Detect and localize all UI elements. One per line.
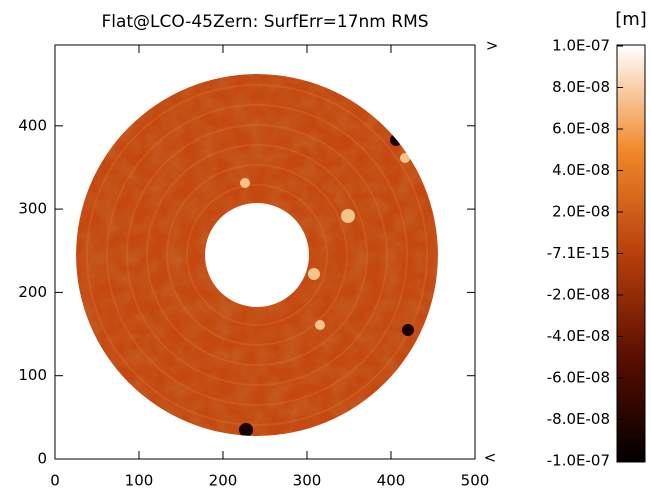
y-tick-label: 0	[37, 450, 47, 468]
y-tick-label: 400	[18, 116, 47, 134]
colorbar-tick-label: -6.0E-08	[547, 369, 610, 387]
surface-map	[76, 74, 438, 437]
colorbar-tick-label: 4.0E-08	[552, 161, 610, 179]
colorbar-tick-label: -1.0E-07	[547, 452, 610, 470]
over-mark: >	[486, 37, 499, 55]
colorbar-tick-label: -8.0E-08	[547, 410, 610, 428]
colorbar-tick-label: 2.0E-08	[552, 203, 610, 221]
x-tick-label: 0	[50, 472, 60, 490]
colorbar-tick-label: 6.0E-08	[552, 120, 610, 138]
y-tick-label: 200	[18, 283, 47, 301]
colorbar-tick-label: -2.0E-08	[547, 286, 610, 304]
x-tick-label: 500	[461, 472, 490, 490]
y-tick-label: 300	[18, 200, 47, 218]
x-tick-label: 200	[209, 472, 238, 490]
colorbar-tick-label: -7.1E-15	[547, 244, 610, 262]
x-tick-label: 100	[125, 472, 154, 490]
y-tick-label: 100	[18, 366, 47, 384]
colorbar-label: [m]	[615, 9, 647, 30]
colorbar-tick-label: 1.0E-07	[552, 37, 610, 55]
x-tick-label: 300	[293, 472, 322, 490]
plot-frame	[54, 44, 476, 460]
colorbar-tick-label: 8.0E-08	[552, 78, 610, 96]
under-mark: <	[484, 449, 497, 467]
chart-title: Flat@LCO-45Zern: SurfErr=17nm RMS	[101, 12, 428, 32]
colorbar-tick-label: -4.0E-08	[547, 327, 610, 345]
x-tick-label: 400	[377, 472, 406, 490]
